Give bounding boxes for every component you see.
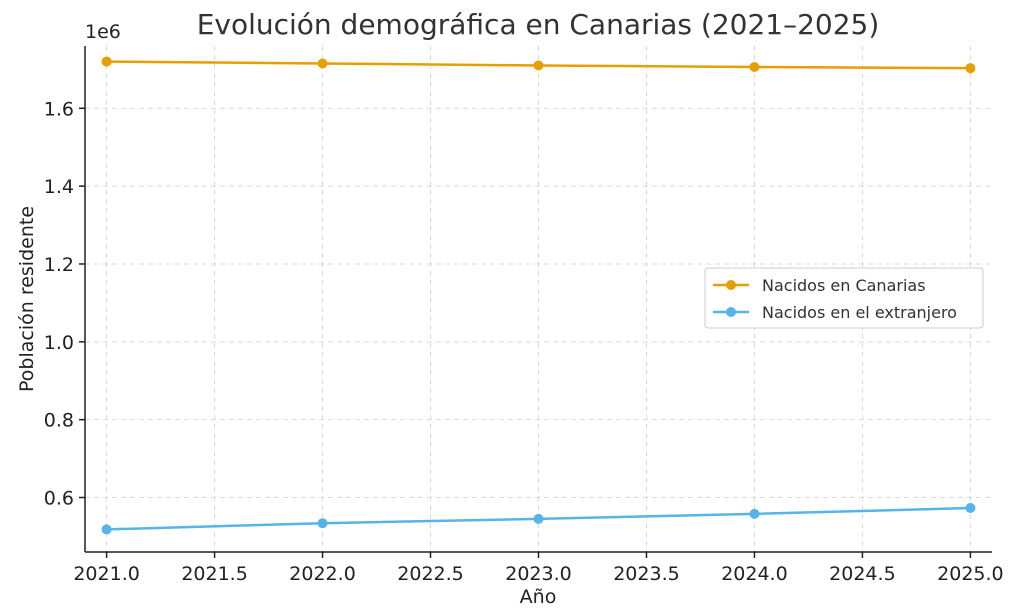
- legend-swatch-marker: [726, 307, 736, 317]
- y-offset-label: 1e6: [85, 21, 121, 43]
- x-axis-label: Año: [520, 586, 557, 608]
- series-layer: [101, 56, 976, 535]
- x-ticks: 2021.0 2021.5 2022.0 2022.5 2023.0 2023.5 2024…: [73, 552, 1004, 585]
- x-tick-label: 2023.0: [505, 563, 571, 585]
- x-tick-label: 2021.5: [181, 563, 247, 585]
- legend: Nacidos en Canarias Nacidos en el extranj…: [704, 267, 984, 329]
- y-tick-label: 1.4: [44, 176, 74, 198]
- y-tick-label: 0.6: [44, 488, 74, 510]
- data-point: [533, 60, 544, 71]
- data-point: [749, 62, 760, 73]
- x-tick-label: 2021.0: [73, 563, 139, 585]
- y-tick-label: 0.8: [44, 410, 74, 432]
- data-point: [101, 524, 112, 535]
- x-tick-label: 2022.5: [397, 563, 463, 585]
- y-axis-label: Población residente: [16, 206, 38, 392]
- legend-box: [704, 267, 984, 329]
- chart-title: Evolución demográfica en Canarias (2021–…: [197, 8, 880, 41]
- data-point: [317, 518, 328, 529]
- legend-label: Nacidos en el extranjero: [762, 303, 957, 322]
- x-tick-label: 2024.0: [721, 563, 787, 585]
- legend-label: Nacidos en Canarias: [762, 276, 926, 295]
- data-point: [533, 513, 544, 524]
- data-point: [101, 56, 112, 67]
- y-ticks: 0.6 0.8 1.0 1.2 1.4 1.6: [44, 98, 85, 510]
- x-tick-label: 2023.5: [613, 563, 679, 585]
- data-point: [965, 503, 976, 514]
- y-tick-label: 1.6: [44, 98, 74, 120]
- y-tick-label: 1.2: [44, 254, 74, 276]
- data-point: [317, 58, 328, 69]
- x-tick-label: 2025.0: [937, 563, 1003, 585]
- data-point: [749, 508, 760, 519]
- x-tick-label: 2024.5: [829, 563, 895, 585]
- legend-swatch-marker: [726, 280, 736, 290]
- x-tick-label: 2022.0: [289, 563, 355, 585]
- y-tick-label: 1.0: [44, 332, 74, 354]
- data-point: [965, 63, 976, 74]
